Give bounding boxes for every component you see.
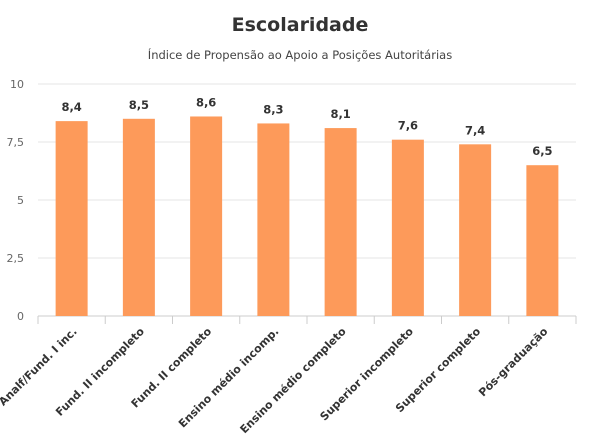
y-tick-label: 7,5	[7, 136, 25, 149]
chart-title: Escolaridade	[232, 14, 369, 36]
bar	[526, 165, 559, 316]
y-tick-label: 0	[17, 310, 24, 323]
x-tick-label: Ensino médio completo	[238, 325, 350, 436]
data-labels: 8,4 8,5 8,6 8,3 8,1 7,6 7,4 6,5	[61, 95, 552, 158]
x-axis-ticks: Analf/Fund. I inc.Fund. II incompletoFun…	[0, 325, 551, 436]
data-label: 8,3	[263, 102, 283, 116]
y-tick-label: 10	[10, 78, 24, 91]
data-label: 8,4	[61, 100, 81, 114]
data-label: 8,5	[129, 98, 149, 112]
y-axis-ticks: 0 2,5 5 7,5 10	[7, 78, 25, 323]
bars	[55, 116, 559, 317]
data-label: 8,1	[330, 107, 350, 121]
bar	[122, 118, 155, 316]
y-tick-label: 5	[17, 194, 24, 207]
data-label: 7,6	[398, 119, 418, 133]
data-label: 7,4	[465, 123, 485, 137]
data-label: 8,6	[196, 95, 216, 109]
bar	[391, 139, 424, 316]
y-tick-label: 2,5	[7, 252, 25, 265]
bar	[459, 144, 492, 316]
bar	[55, 121, 88, 317]
bar	[324, 128, 357, 316]
chart-subtitle: Índice de Propensão ao Apoio a Posições …	[148, 47, 452, 62]
bar	[190, 116, 223, 316]
x-tick-label: Pós-graduação	[476, 325, 551, 400]
data-label: 6,5	[532, 144, 552, 158]
bar	[257, 123, 290, 316]
gridlines	[37, 83, 577, 324]
